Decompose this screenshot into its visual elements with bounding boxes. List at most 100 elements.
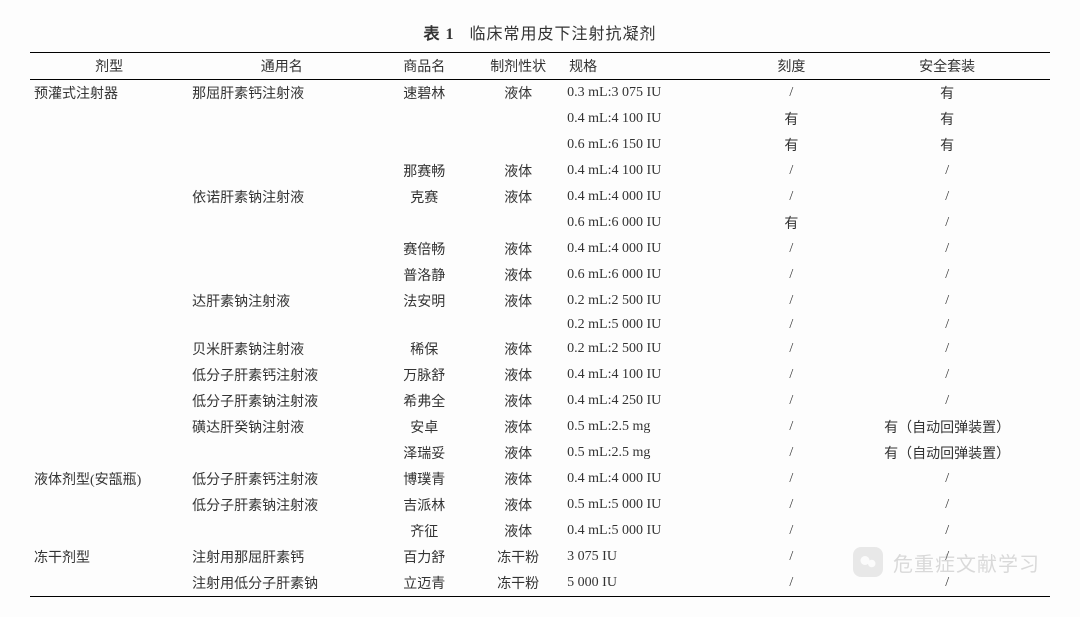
- cell-safety: /: [844, 210, 1050, 236]
- cell-safety: /: [844, 288, 1050, 314]
- cell-type: [30, 518, 188, 544]
- table-row: 0.6 mL:6 150 IU有有: [30, 132, 1050, 158]
- cell-spec: 0.5 mL:2.5 mg: [563, 414, 738, 440]
- cell-form: 液体: [473, 362, 563, 388]
- cell-type: [30, 262, 188, 288]
- cell-generic: 达肝素钠注射液: [188, 288, 375, 314]
- table-row: 齐征液体0.4 mL:5 000 IU//: [30, 518, 1050, 544]
- cell-safety: 有: [844, 106, 1050, 132]
- watermark: 危重症文献学习: [853, 547, 1040, 577]
- cell-form: [473, 132, 563, 158]
- cell-scale: /: [738, 288, 844, 314]
- cell-spec: 0.2 mL:2 500 IU: [563, 288, 738, 314]
- cell-safety: /: [844, 314, 1050, 336]
- cell-type: 液体剂型(安瓿瓶): [30, 466, 188, 492]
- wechat-icon: [853, 547, 883, 577]
- table-row: 赛倍畅液体0.4 mL:4 000 IU//: [30, 236, 1050, 262]
- cell-form: [473, 210, 563, 236]
- cell-form: 冻干粉: [473, 544, 563, 570]
- table-row: 液体剂型(安瓿瓶)低分子肝素钙注射液博璞青液体0.4 mL:4 000 IU//: [30, 466, 1050, 492]
- cell-generic: [188, 158, 375, 184]
- cell-form: 液体: [473, 184, 563, 210]
- cell-brand: 那赛畅: [375, 158, 473, 184]
- cell-brand: 博璞青: [375, 466, 473, 492]
- col-header-generic: 通用名: [188, 53, 375, 80]
- cell-brand: 速碧林: [375, 80, 473, 107]
- cell-safety: 有（自动回弹装置）: [844, 440, 1050, 466]
- cell-safety: 有: [844, 80, 1050, 107]
- cell-safety: /: [844, 362, 1050, 388]
- table-row: 那赛畅液体0.4 mL:4 100 IU//: [30, 158, 1050, 184]
- cell-safety: /: [844, 466, 1050, 492]
- cell-form: [473, 106, 563, 132]
- cell-brand: 吉派林: [375, 492, 473, 518]
- cell-type: [30, 132, 188, 158]
- cell-scale: /: [738, 336, 844, 362]
- cell-brand: 齐征: [375, 518, 473, 544]
- col-header-spec: 规格: [563, 53, 738, 80]
- cell-type: [30, 570, 188, 597]
- cell-generic: 低分子肝素钙注射液: [188, 466, 375, 492]
- cell-type: [30, 210, 188, 236]
- cell-spec: 0.4 mL:5 000 IU: [563, 518, 738, 544]
- cell-brand: 克赛: [375, 184, 473, 210]
- anticoagulants-table: 剂型 通用名 商品名 制剂性状 规格 刻度 安全套装 预灌式注射器那屈肝素钙注射…: [30, 52, 1050, 597]
- table-row: 低分子肝素钙注射液万脉舒液体0.4 mL:4 100 IU//: [30, 362, 1050, 388]
- watermark-text: 危重症文献学习: [893, 548, 1040, 577]
- table-row: 低分子肝素钠注射液吉派林液体0.5 mL:5 000 IU//: [30, 492, 1050, 518]
- table-row: 预灌式注射器那屈肝素钙注射液速碧林液体0.3 mL:3 075 IU/有: [30, 80, 1050, 107]
- cell-generic: 贝米肝素钠注射液: [188, 336, 375, 362]
- cell-brand: 稀保: [375, 336, 473, 362]
- cell-spec: 0.4 mL:4 100 IU: [563, 106, 738, 132]
- cell-scale: /: [738, 262, 844, 288]
- cell-scale: /: [738, 518, 844, 544]
- cell-type: [30, 336, 188, 362]
- table-row: 贝米肝素钠注射液稀保液体0.2 mL:2 500 IU//: [30, 336, 1050, 362]
- table-row: 0.6 mL:6 000 IU有/: [30, 210, 1050, 236]
- cell-type: [30, 414, 188, 440]
- col-header-type: 剂型: [30, 53, 188, 80]
- table-body: 预灌式注射器那屈肝素钙注射液速碧林液体0.3 mL:3 075 IU/有0.4 …: [30, 80, 1050, 597]
- cell-safety: /: [844, 158, 1050, 184]
- cell-generic: 注射用低分子肝素钠: [188, 570, 375, 597]
- cell-generic: 依诺肝素钠注射液: [188, 184, 375, 210]
- cell-brand: 希弗全: [375, 388, 473, 414]
- cell-type: [30, 184, 188, 210]
- cell-type: [30, 106, 188, 132]
- table-row: 达肝素钠注射液法安明液体0.2 mL:2 500 IU//: [30, 288, 1050, 314]
- cell-spec: 0.4 mL:4 000 IU: [563, 466, 738, 492]
- cell-spec: 0.5 mL:5 000 IU: [563, 492, 738, 518]
- cell-safety: /: [844, 184, 1050, 210]
- cell-type: [30, 314, 188, 336]
- cell-form: 液体: [473, 262, 563, 288]
- cell-form: 液体: [473, 158, 563, 184]
- table-row: 依诺肝素钠注射液克赛液体0.4 mL:4 000 IU//: [30, 184, 1050, 210]
- cell-form: 液体: [473, 440, 563, 466]
- cell-scale: 有: [738, 132, 844, 158]
- cell-spec: 0.4 mL:4 000 IU: [563, 184, 738, 210]
- cell-spec: 0.6 mL:6 000 IU: [563, 210, 738, 236]
- cell-type: [30, 388, 188, 414]
- cell-form: 液体: [473, 388, 563, 414]
- cell-scale: /: [738, 544, 844, 570]
- col-header-brand: 商品名: [375, 53, 473, 80]
- cell-safety: /: [844, 236, 1050, 262]
- cell-spec: 0.3 mL:3 075 IU: [563, 80, 738, 107]
- cell-scale: /: [738, 440, 844, 466]
- cell-form: 液体: [473, 518, 563, 544]
- table-row: 普洛静液体0.6 mL:6 000 IU//: [30, 262, 1050, 288]
- table-title-text: 临床常用皮下注射抗凝剂: [470, 26, 657, 43]
- cell-spec: 0.2 mL:2 500 IU: [563, 336, 738, 362]
- cell-spec: 0.4 mL:4 000 IU: [563, 236, 738, 262]
- cell-brand: 法安明: [375, 288, 473, 314]
- cell-generic: [188, 236, 375, 262]
- cell-generic: [188, 262, 375, 288]
- cell-generic: [188, 440, 375, 466]
- cell-type: [30, 158, 188, 184]
- cell-generic: 那屈肝素钙注射液: [188, 80, 375, 107]
- cell-brand: 百力舒: [375, 544, 473, 570]
- cell-brand: 泽瑞妥: [375, 440, 473, 466]
- col-header-scale: 刻度: [738, 53, 844, 80]
- table-header-row: 剂型 通用名 商品名 制剂性状 规格 刻度 安全套装: [30, 53, 1050, 80]
- cell-safety: /: [844, 518, 1050, 544]
